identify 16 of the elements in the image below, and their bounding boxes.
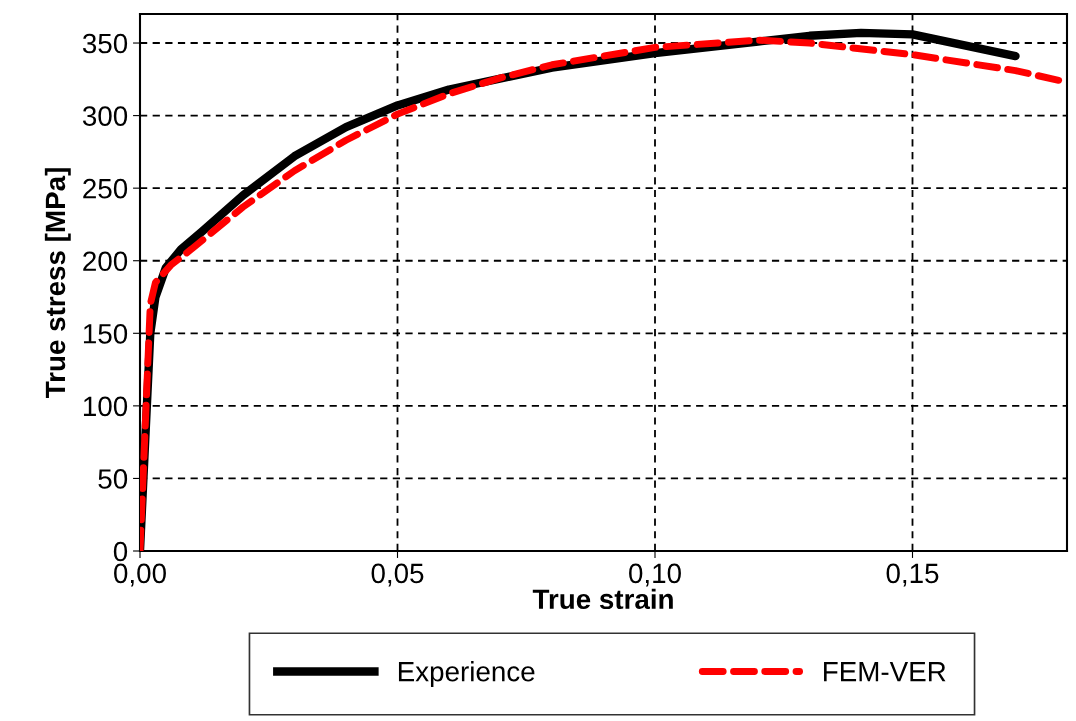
y-tick-label: 250 [83,178,128,199]
y-tick-label: 350 [82,33,128,54]
legend-label: Experience [398,661,535,687]
y-axis-title: True stress [MPa] [44,168,71,398]
x-tick-label: 0,10 [629,563,681,587]
y-tick-label: 150 [83,323,128,344]
y-tick-label: 200 [83,251,128,272]
y-tick-label: 0 [113,541,128,562]
x-tick-label: 0,00 [114,563,166,587]
x-axis-title: True strain [532,588,673,610]
x-tick-label: 0,15 [886,563,939,587]
x-tick-label: 0,05 [371,563,424,587]
legend-label: FEM-VER [824,662,946,682]
y-tick-label: 100 [83,396,128,417]
y-tick-label: 50 [98,469,128,489]
y-tick-label: 300 [82,106,128,126]
